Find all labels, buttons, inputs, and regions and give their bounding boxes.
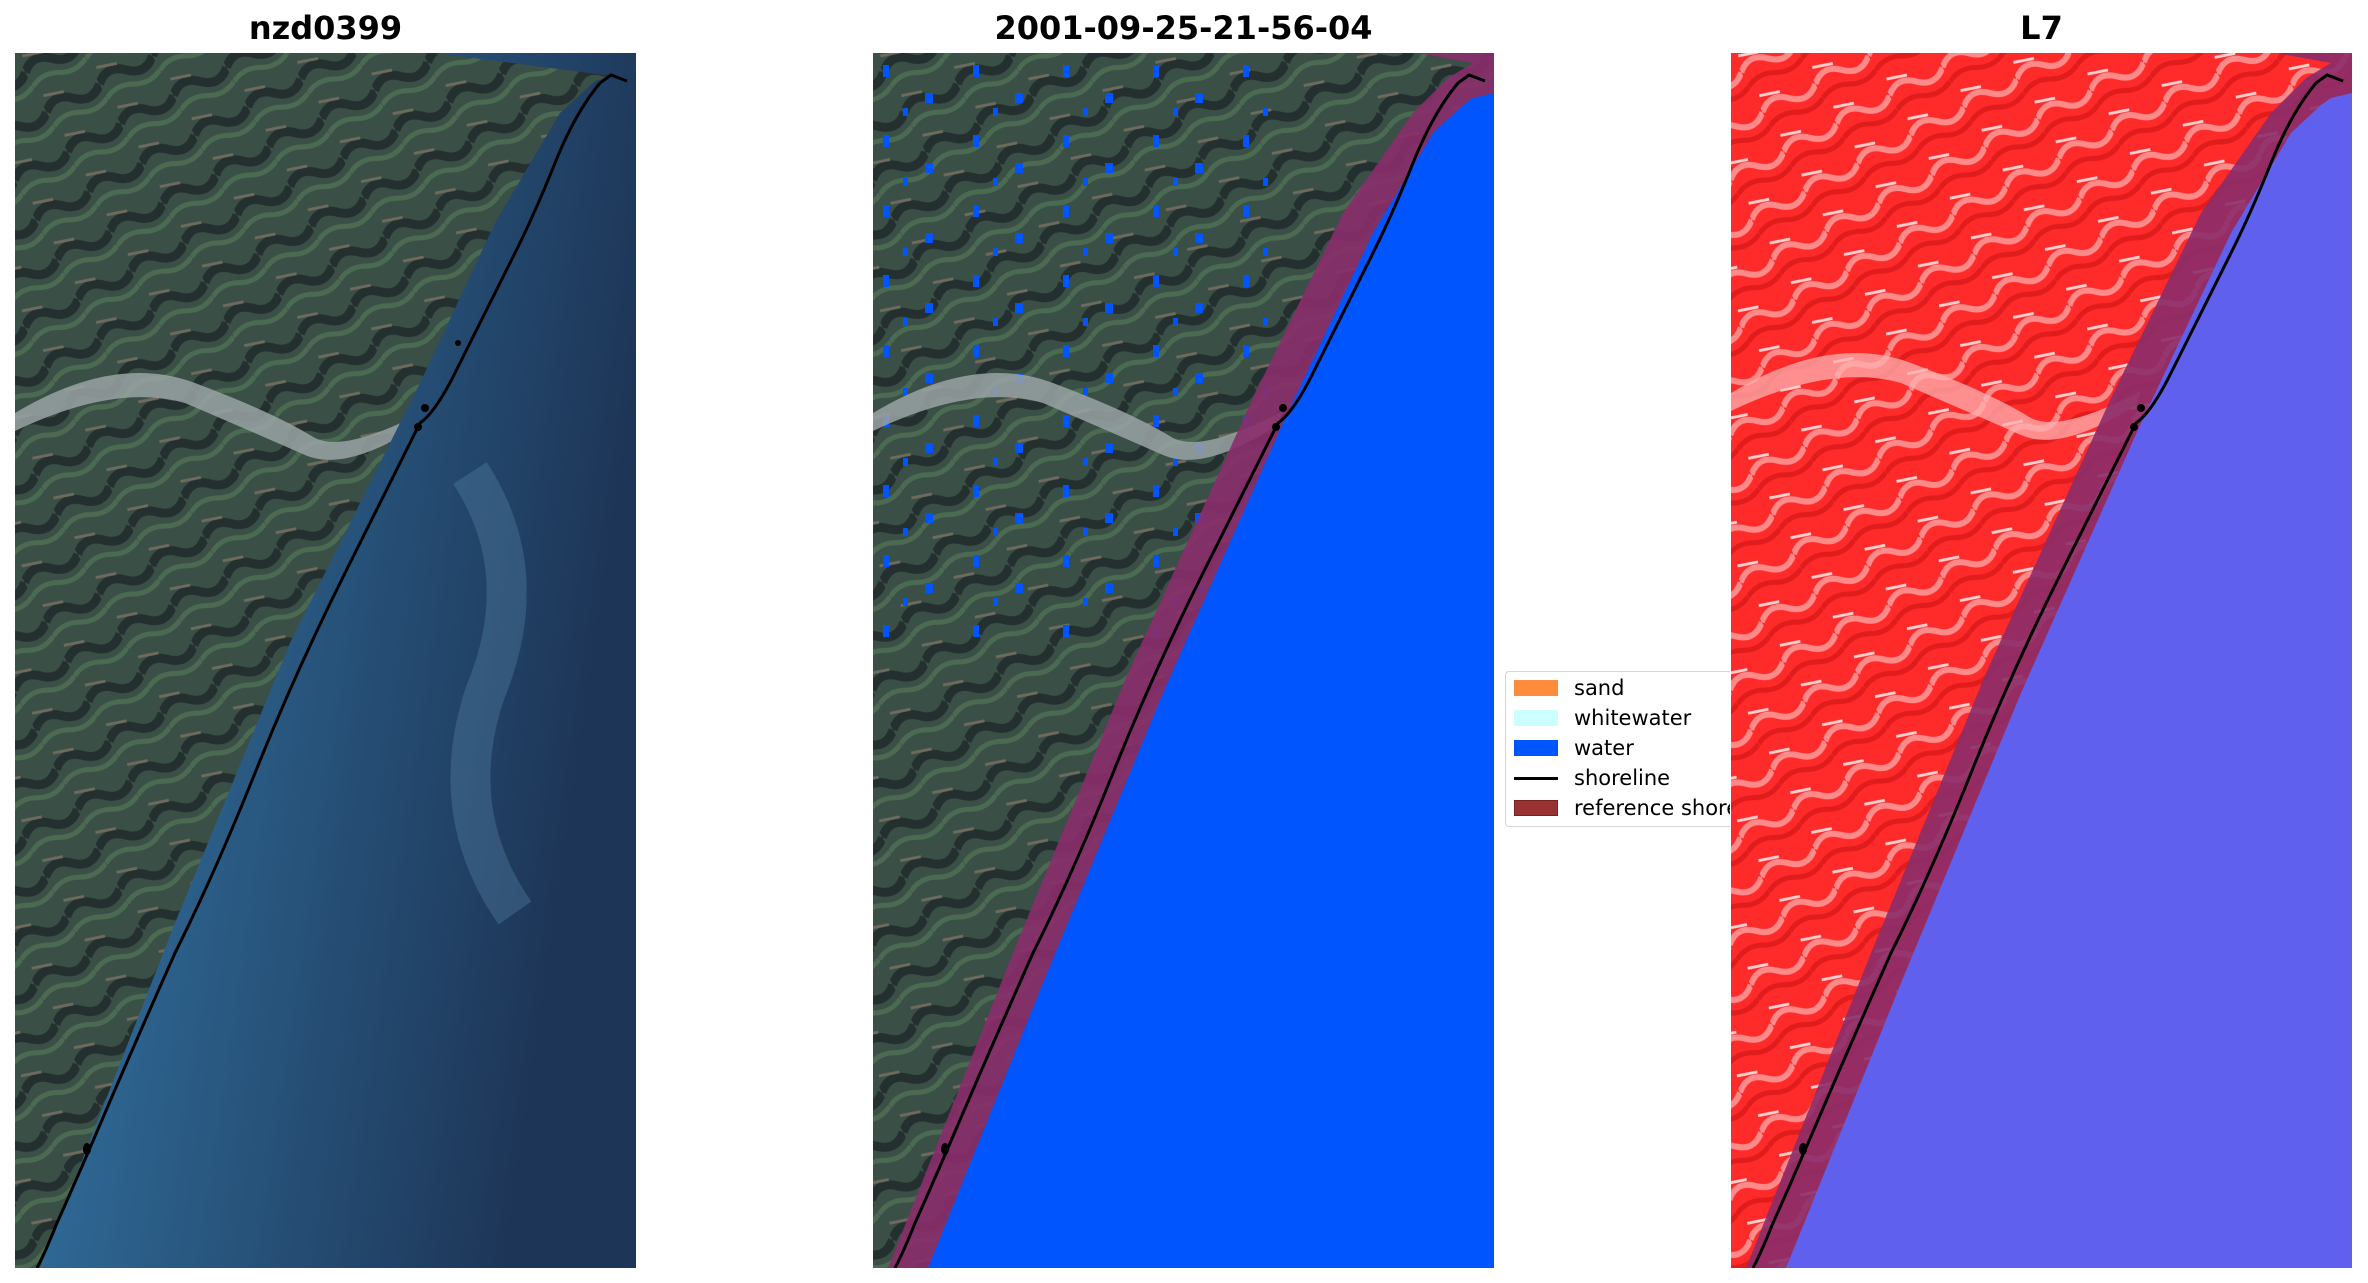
legend-item-water: water: [1514, 734, 1634, 762]
panel-title-index: L7: [2020, 9, 2063, 47]
rgb-satellite-image: [15, 53, 636, 1268]
legend-item-reference: reference shoreline buffer: [1514, 794, 1730, 822]
reference-buffer-swatch: [1514, 800, 1558, 816]
whitewater-swatch: [1514, 710, 1558, 726]
legend-item-sand: sand: [1514, 674, 1624, 702]
legend: sand whitewater water shoreline referenc…: [1505, 671, 1730, 827]
legend-item-shoreline: shoreline: [1514, 764, 1670, 792]
legend-label-water: water: [1574, 736, 1634, 760]
legend-label-sand: sand: [1574, 676, 1625, 700]
legend-label-reference: reference shoreline buffer: [1574, 796, 1730, 820]
shoreline-line-icon: [1514, 770, 1558, 786]
panel-title-rgb: nzd0399: [248, 9, 403, 47]
panel-title-classified: 2001-09-25-21-56-04: [994, 9, 1373, 47]
legend-item-whitewater: whitewater: [1514, 704, 1691, 732]
sand-swatch: [1514, 680, 1558, 696]
legend-label-shoreline: shoreline: [1574, 766, 1671, 790]
legend-label-whitewater: whitewater: [1574, 706, 1692, 730]
index-image: [1731, 53, 2352, 1268]
classified-image: [873, 53, 1494, 1268]
water-swatch: [1514, 740, 1558, 756]
